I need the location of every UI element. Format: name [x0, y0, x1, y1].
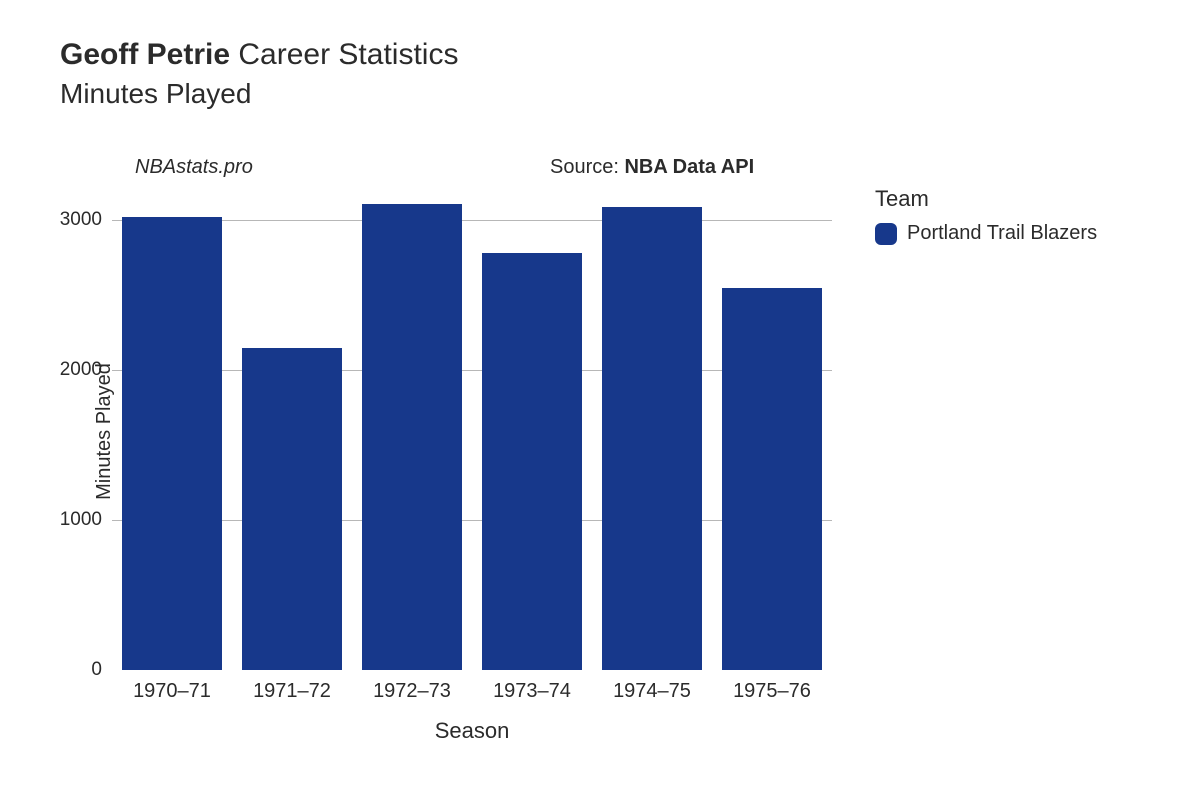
x-tick-label: 1974–75	[613, 670, 691, 703]
x-tick-label: 1971–72	[253, 670, 331, 703]
bar	[362, 204, 463, 671]
legend: Team Portland Trail Blazers	[875, 186, 1097, 245]
source-line: Source: NBA Data API	[550, 156, 754, 179]
watermark: NBAstats.pro	[135, 156, 253, 179]
source-label: Source:	[550, 156, 624, 178]
x-tick-label: 1975–76	[733, 670, 811, 703]
bar	[722, 288, 823, 671]
bar	[242, 348, 343, 671]
title-suffix: Career Statistics	[230, 38, 458, 71]
legend-title: Team	[875, 186, 1097, 212]
y-axis-title: Minutes Played	[93, 363, 116, 500]
x-tick-label: 1970–71	[133, 670, 211, 703]
chart-subtitle: Minutes Played	[60, 78, 458, 110]
y-tick-label: 3000	[60, 209, 112, 231]
bar	[122, 217, 223, 670]
y-tick-label: 1000	[60, 509, 112, 531]
bar	[602, 207, 703, 671]
chart-title: Geoff Petrie Career Statistics	[60, 38, 458, 72]
legend-label: Portland Trail Blazers	[907, 222, 1097, 245]
legend-item: Portland Trail Blazers	[875, 222, 1097, 245]
x-tick-label: 1972–73	[373, 670, 451, 703]
x-axis-title: Season	[435, 718, 510, 744]
player-name: Geoff Petrie	[60, 38, 230, 71]
bar	[482, 253, 583, 670]
source-name: NBA Data API	[624, 156, 754, 178]
legend-swatch	[875, 223, 897, 245]
x-tick-label: 1973–74	[493, 670, 571, 703]
y-tick-label: 0	[91, 659, 112, 681]
chart-title-block: Geoff Petrie Career Statistics Minutes P…	[60, 38, 458, 110]
plot-region: 01000200030001970–711971–721972–731973–7…	[112, 190, 832, 670]
